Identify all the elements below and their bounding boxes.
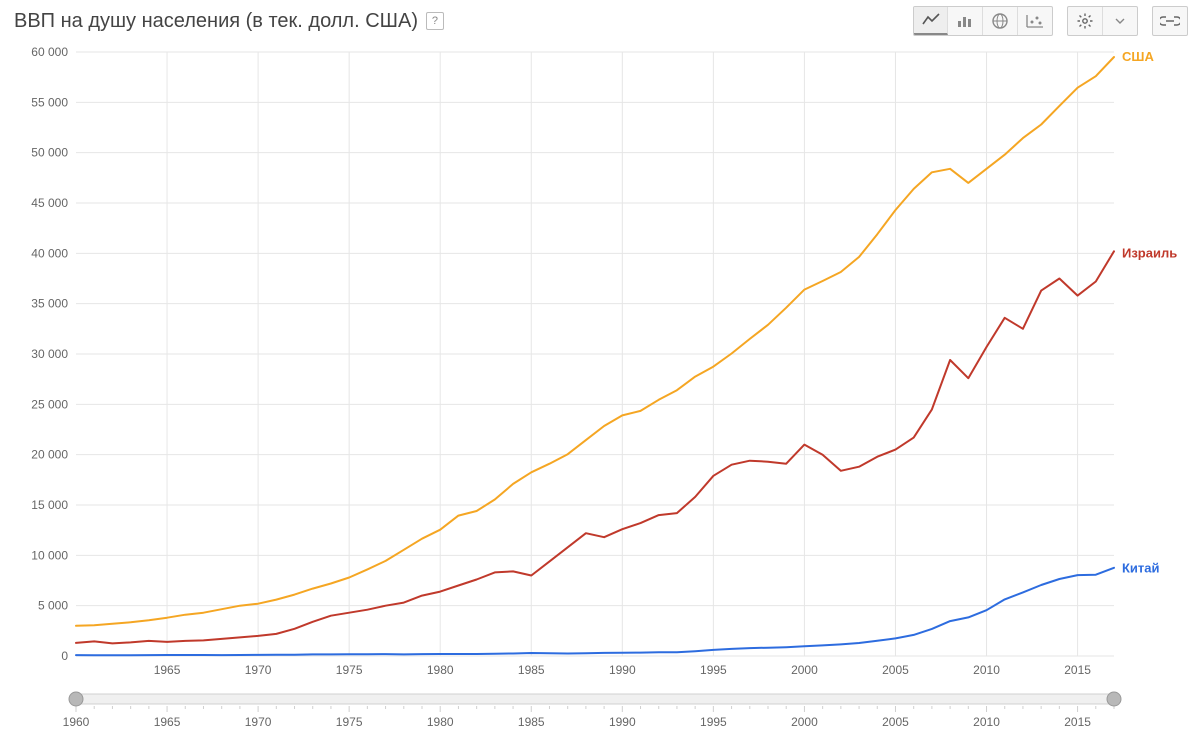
view-switcher [913,6,1053,36]
y-axis-label: 60 000 [31,45,68,59]
slider-tick-label: 1985 [518,715,545,729]
x-axis-label: 1985 [518,663,545,677]
y-axis-label: 45 000 [31,196,68,210]
x-axis-label: 1990 [609,663,636,677]
compare-button[interactable] [1018,7,1052,35]
main-chart: 0 5 000 10 000 15 000 20 000 25 000 30 000 35 0… [14,44,1186,682]
time-range-slider[interactable]: 1960 1965 1970 1975 1980 1985 1990 1995 2000 2005… [14,688,1186,734]
slider-tick-label: 1960 [63,715,90,729]
settings-button[interactable] [1068,7,1103,35]
y-axis-label: 40 000 [31,246,68,260]
x-axis-label: 1980 [427,663,454,677]
toolbar [913,6,1188,36]
slider-track[interactable] [76,694,1114,704]
y-axis-label: 5 000 [38,599,68,613]
slider-tick-label: 2010 [973,715,1000,729]
y-axis-label: 0 [61,649,68,663]
chart-header: ВВП на душу населения (в тек. долл. США)… [0,0,1200,40]
x-axis-label: 2015 [1064,663,1091,677]
x-axis-label: 2010 [973,663,1000,677]
slider-tick-label: 2005 [882,715,909,729]
slider-tick-label: 1980 [427,715,454,729]
slider-handle-left[interactable] [69,692,83,706]
slider-tick-label: 1995 [700,715,727,729]
series-label: Израиль [1122,245,1177,260]
link-group [1152,6,1188,36]
y-axis-label: 15 000 [31,498,68,512]
share-link-button[interactable] [1153,7,1187,35]
y-axis-label: 25 000 [31,397,68,411]
slider-tick-label: 1965 [154,715,181,729]
slider-tick-label: 1970 [245,715,272,729]
x-axis-label: 1995 [700,663,727,677]
slider-tick-label: 2000 [791,715,818,729]
x-axis-label: 1965 [154,663,181,677]
y-axis-label: 55 000 [31,95,68,109]
y-axis-label: 20 000 [31,448,68,462]
slider-tick-label: 1975 [336,715,363,729]
title-area: ВВП на душу населения (в тек. долл. США)… [14,10,444,33]
bar-chart-button[interactable] [948,7,983,35]
slider-handle-right[interactable] [1107,692,1121,706]
chart-title: ВВП на душу населения (в тек. долл. США) [14,10,418,33]
map-button[interactable] [983,7,1018,35]
slider-tick-label: 1990 [609,715,636,729]
series-label: Китай [1122,560,1160,575]
x-axis-label: 2000 [791,663,818,677]
y-axis-label: 35 000 [31,297,68,311]
x-axis-label: 2005 [882,663,909,677]
help-icon[interactable]: ? [426,12,444,30]
x-axis-label: 1975 [336,663,363,677]
y-axis-label: 50 000 [31,146,68,160]
y-axis-label: 30 000 [31,347,68,361]
slider-tick-label: 2015 [1064,715,1091,729]
line-chart-button[interactable] [914,7,948,35]
x-axis-label: 1970 [245,663,272,677]
y-axis-label: 10 000 [31,548,68,562]
settings-dropdown[interactable] [1103,7,1137,35]
series-label: США [1122,49,1154,64]
settings-group [1067,6,1138,36]
